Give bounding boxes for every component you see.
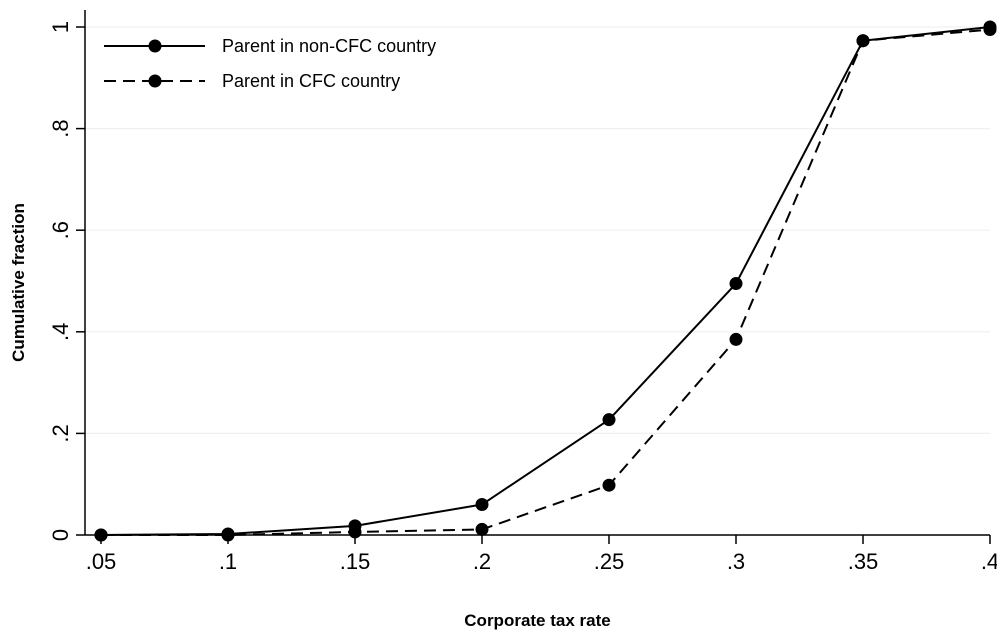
legend-label-1: Parent in CFC country	[222, 71, 400, 91]
series-0	[94, 20, 997, 542]
series-1	[94, 23, 997, 542]
series-1-point-1	[221, 528, 235, 542]
series-1-point-7	[983, 23, 997, 37]
data-series	[94, 20, 997, 542]
x-tick-label-2: .15	[340, 549, 371, 574]
y-tick-label-3: .6	[48, 221, 73, 239]
x-tick-label-4: .25	[594, 549, 625, 574]
x-axis-ticks: .05 .1 .15 .2 .25 .3 .35 .4	[86, 535, 997, 574]
series-1-point-4	[602, 478, 616, 492]
y-tick-label-1: .2	[48, 424, 73, 442]
x-tick-label-5: .3	[727, 549, 745, 574]
legend-marker-1	[148, 74, 162, 88]
x-tick-label-7: .4	[981, 549, 997, 574]
legend-label-0: Parent in non-CFC country	[222, 36, 436, 56]
series-0-point-4	[602, 413, 616, 427]
series-0-point-5	[729, 277, 743, 291]
x-tick-label-0: .05	[86, 549, 117, 574]
y-axis-ticks: 0 .2 .4 .6 .8 1	[48, 21, 85, 541]
series-1-point-6	[856, 34, 870, 48]
axes	[84, 10, 990, 536]
series-line-0	[100, 26, 991, 536]
y-tick-label-2: .4	[48, 323, 73, 341]
legend-item-1: Parent in CFC country	[104, 71, 400, 91]
legend: Parent in non-CFC country Parent in CFC c…	[104, 36, 436, 91]
series-0-point-3	[475, 498, 489, 512]
x-axis-title: Corporate tax rate	[464, 611, 610, 630]
legend-item-0: Parent in non-CFC country	[104, 36, 436, 56]
grid-lines	[85, 26, 990, 434]
y-tick-label-0: 0	[48, 529, 73, 541]
series-1-point-3	[475, 522, 489, 536]
x-tick-label-6: .35	[848, 549, 879, 574]
y-tick-label-4: .8	[48, 119, 73, 137]
y-tick-label-5: 1	[48, 21, 73, 33]
y-axis-title: Cumulative fraction	[9, 203, 28, 362]
x-tick-label-3: .2	[473, 549, 491, 574]
legend-marker-0	[148, 39, 162, 53]
series-1-point-0	[94, 528, 108, 542]
series-1-point-2	[348, 525, 362, 539]
series-1-point-5	[729, 332, 743, 346]
series-line-1	[101, 28, 991, 536]
x-tick-label-1: .1	[219, 549, 237, 574]
